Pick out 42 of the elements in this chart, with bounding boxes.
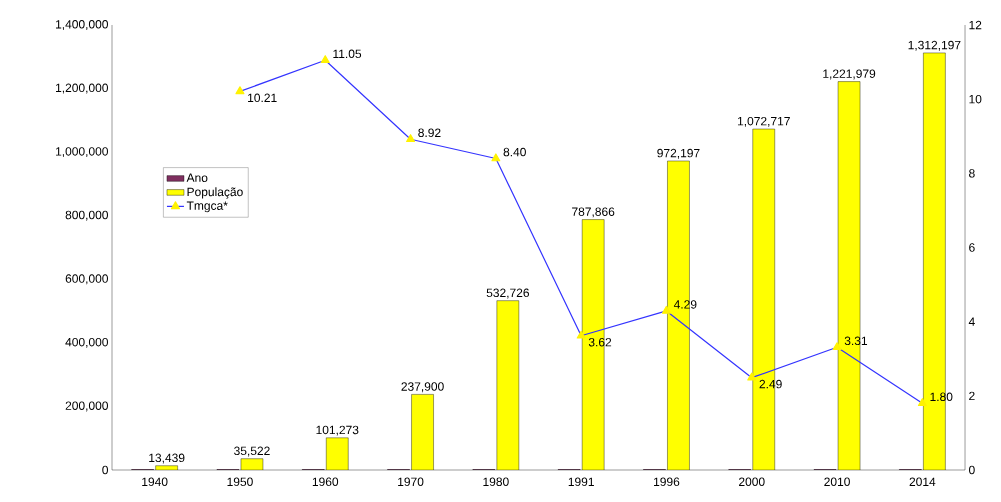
x-tick-label: 1980 bbox=[483, 477, 509, 487]
data-label: 13,439 bbox=[149, 453, 185, 464]
x-tick-label: 1960 bbox=[312, 477, 339, 487]
data-label: 8.92 bbox=[418, 128, 441, 138]
data-label: 11.05 bbox=[333, 49, 362, 59]
y2-tick-label: 8 bbox=[969, 169, 975, 178]
y-tick-label: 0 bbox=[102, 465, 109, 475]
y-tick-label: 1,000,000 bbox=[56, 147, 108, 158]
x-tick-label: 2014 bbox=[909, 477, 936, 487]
data-label: 237,900 bbox=[401, 382, 444, 393]
data-label: 10.21 bbox=[248, 93, 277, 103]
y-tick-label: 1,400,000 bbox=[56, 20, 108, 30]
x-tick-label: 1991 bbox=[568, 477, 594, 487]
data-label: 972,197 bbox=[657, 148, 700, 159]
data-label: 101,273 bbox=[316, 425, 359, 436]
x-tick-label: 1950 bbox=[227, 477, 253, 487]
x-tick-label: 2000 bbox=[739, 477, 765, 487]
y-tick-label: 800,000 bbox=[65, 210, 108, 221]
y2-tick-label: 12 bbox=[969, 20, 982, 30]
y2-tick-label: 10 bbox=[969, 94, 982, 104]
data-label: 35,522 bbox=[234, 446, 270, 457]
y2-tick-label: 2 bbox=[969, 391, 975, 401]
y-tick-label: 400,000 bbox=[65, 337, 108, 348]
data-label: 532,726 bbox=[486, 288, 529, 299]
legend-label: Ano bbox=[186, 173, 208, 182]
x-tick-label: 1940 bbox=[142, 477, 168, 487]
y2-tick-label: 4 bbox=[968, 317, 975, 326]
y-tick-label: 200,000 bbox=[65, 401, 108, 412]
data-label: 1,312,197 bbox=[908, 40, 961, 51]
y2-tick-label: 0 bbox=[969, 465, 975, 475]
legend-label: População bbox=[187, 187, 243, 199]
x-tick-label: 1970 bbox=[398, 477, 424, 487]
y2-tick-label: 6 bbox=[969, 243, 975, 252]
data-label: 8.40 bbox=[503, 147, 526, 157]
y-tick-label: 600,000 bbox=[65, 274, 108, 285]
x-tick-label: 2010 bbox=[824, 477, 850, 487]
data-label: 1,072,717 bbox=[737, 116, 790, 127]
y-tick-label: 1,200,000 bbox=[56, 83, 108, 94]
data-label: 787,866 bbox=[572, 207, 615, 218]
data-label: 1,221,979 bbox=[823, 69, 876, 80]
legend-label: Tmgca* bbox=[186, 201, 228, 213]
x-tick-label: 1996 bbox=[654, 477, 680, 487]
